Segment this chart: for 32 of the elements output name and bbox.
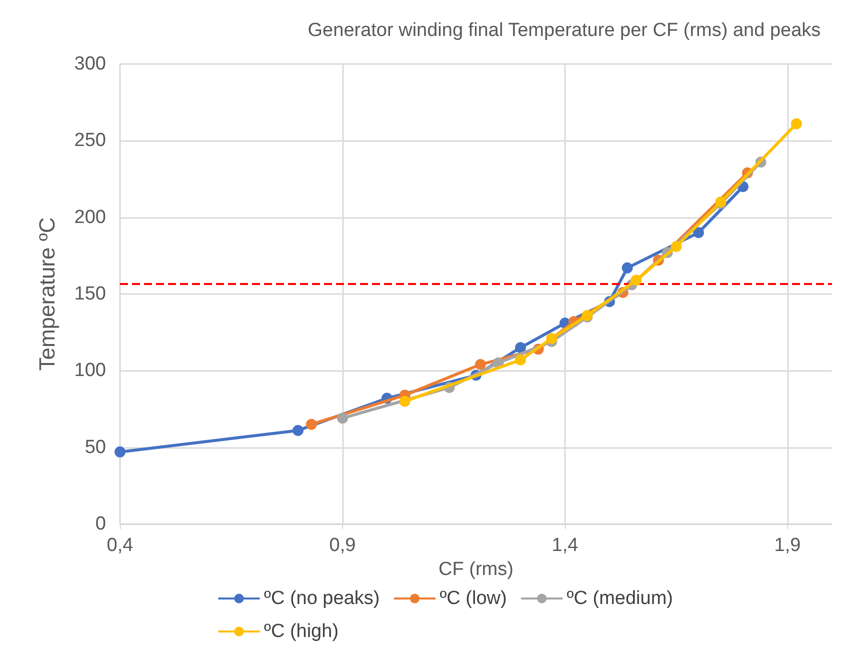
point <box>474 359 486 370</box>
x-tick-label: 1,9 <box>774 535 801 556</box>
x-tick-label: 1,4 <box>552 535 579 556</box>
y-tick-label: 200 <box>74 206 106 228</box>
y-tick-label: 0 <box>95 514 106 534</box>
point <box>630 274 642 286</box>
point <box>337 412 348 424</box>
point <box>546 332 558 344</box>
y-axis-title: Temperature ºC <box>34 217 60 371</box>
point <box>790 118 802 130</box>
point <box>114 446 126 458</box>
y-tick-label: 100 <box>74 360 106 382</box>
legend-label: ºC (medium) <box>566 588 673 609</box>
x-axis-title: CF (rms) <box>438 558 514 580</box>
y-tick-label: 150 <box>74 284 106 304</box>
x-tick-label: 0,9 <box>329 535 356 556</box>
chart-title: Generator winding final Temperature per CF (rms) and peaks <box>308 20 821 41</box>
point <box>306 418 317 430</box>
legend-label: ºC (high) <box>264 621 339 642</box>
point <box>693 227 704 238</box>
point <box>670 240 682 252</box>
point <box>292 424 304 436</box>
point <box>515 342 526 354</box>
x-tick-label: 0,4 <box>106 535 134 556</box>
point <box>399 396 410 407</box>
y-tick-label: 300 <box>74 54 106 74</box>
point <box>622 262 633 274</box>
legend-label: ºC (no peaks) <box>264 588 380 609</box>
y-tick-label: 50 <box>84 436 106 458</box>
point <box>515 354 526 366</box>
y-tick-label: 250 <box>74 130 106 152</box>
legend-label: ºC (low) <box>440 588 507 609</box>
